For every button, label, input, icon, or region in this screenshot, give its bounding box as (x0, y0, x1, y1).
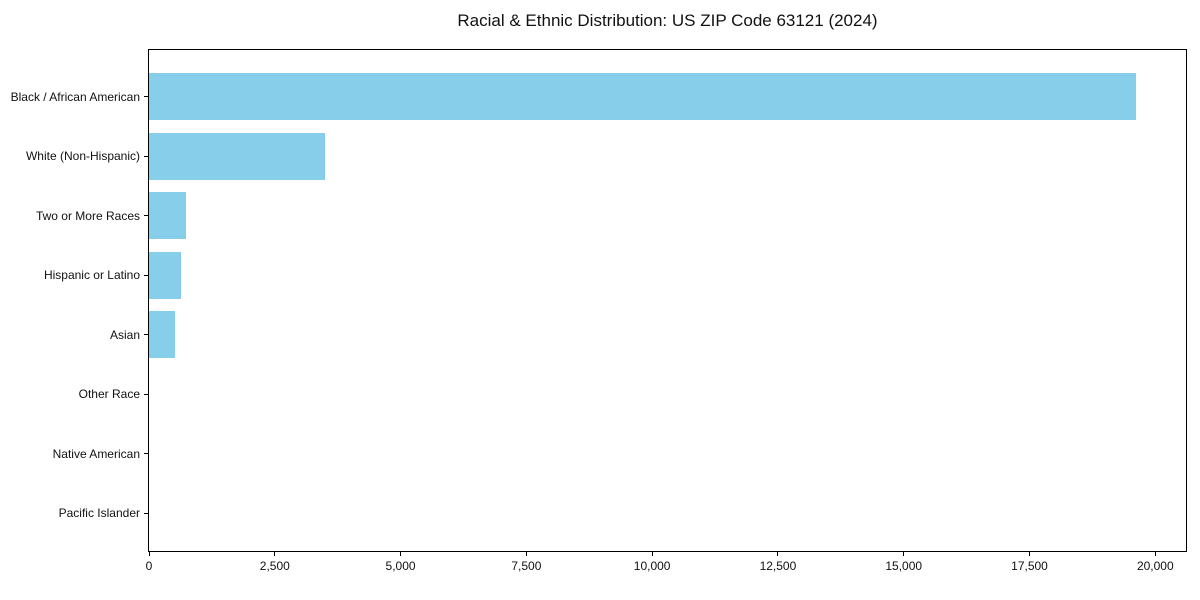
x-tick-label: 7,500 (511, 559, 542, 573)
y-tick-label: Two or More Races (35, 208, 140, 223)
x-tick-label: 10,000 (633, 559, 671, 573)
x-tick-mark (903, 552, 905, 556)
y-tick-label: Black / African American (10, 89, 140, 104)
y-tick-mark (144, 512, 148, 514)
y-tick-mark (144, 274, 148, 276)
x-tick-mark (1029, 552, 1031, 556)
x-tick-mark (777, 552, 779, 556)
x-tick-mark (651, 552, 653, 556)
y-tick-label: White (Non-Hispanic) (25, 149, 140, 164)
x-tick-label: 5,000 (385, 559, 416, 573)
y-tick-mark (144, 393, 148, 395)
y-tick-mark (144, 155, 148, 157)
x-tick-label: 12,500 (759, 559, 797, 573)
x-tick-label: 17,500 (1011, 559, 1048, 573)
y-tick-mark (144, 215, 148, 217)
bar-hispanic-or-latino (149, 251, 181, 299)
y-tick-mark (144, 96, 148, 98)
x-tick-mark (274, 552, 276, 556)
y-tick-label: Pacific Islander (58, 506, 140, 521)
x-tick-label: 0 (145, 559, 153, 573)
x-tick-label: 2,500 (259, 559, 290, 573)
x-tick-label: 20,000 (1136, 559, 1174, 573)
x-tick-mark (148, 552, 150, 556)
plot-area (148, 49, 1187, 552)
chart-title: Racial & Ethnic Distribution: US ZIP Cod… (457, 11, 878, 30)
y-tick-mark (144, 453, 148, 455)
x-tick-mark (1154, 552, 1156, 556)
bar-white-non-hispanic (149, 132, 325, 180)
y-tick-mark (144, 334, 148, 336)
x-tick-mark (525, 552, 527, 556)
y-tick-label: Asian (109, 327, 140, 342)
bar-two-or-more-races (149, 192, 186, 240)
y-tick-label: Hispanic or Latino (43, 268, 140, 283)
y-tick-label: Other Race (78, 387, 140, 402)
bar-black-african-american (149, 73, 1137, 121)
y-tick-label: Native American (52, 446, 140, 461)
bar-asian (149, 311, 175, 359)
x-tick-label: 15,000 (885, 559, 923, 573)
x-tick-mark (400, 552, 402, 556)
